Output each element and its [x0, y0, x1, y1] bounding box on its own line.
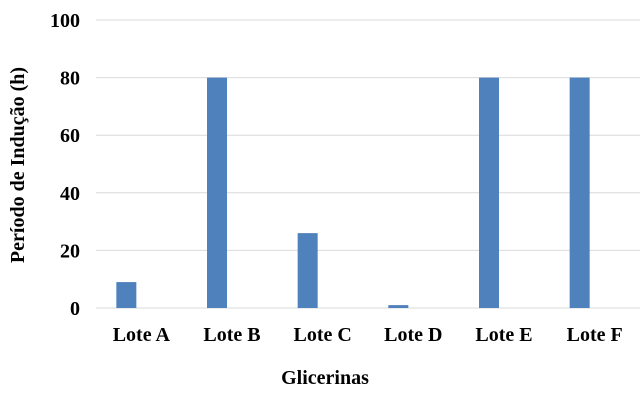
x-tick-label: Lote C	[294, 324, 352, 346]
gridlines	[96, 19, 640, 309]
y-tick-label: 40	[60, 183, 80, 205]
y-tick-label: 100	[50, 10, 80, 32]
x-tick-label: Lote B	[203, 324, 260, 346]
y-tick-label: 60	[60, 125, 80, 147]
bars	[116, 77, 590, 308]
x-tick-label: Lote E	[475, 324, 532, 346]
y-tick-label: 20	[60, 240, 80, 262]
y-axis-tick-labels: 0 20 40 60 80 100	[50, 10, 80, 320]
x-tick-label: Lote D	[384, 324, 442, 346]
bar-lote-d	[388, 305, 409, 308]
x-axis-tick-labels: Lote A Lote B Lote C Lote D Lote E Lote F	[113, 324, 623, 346]
bar-lote-c	[297, 233, 318, 308]
x-axis-title: Glicerinas	[281, 367, 369, 388]
y-tick-label: 0	[70, 298, 80, 320]
bar-lote-a	[116, 282, 137, 308]
y-axis-title: Período de Indução (h)	[7, 67, 29, 263]
bar-lote-b	[207, 77, 227, 308]
x-tick-label: Lote F	[567, 324, 623, 346]
y-tick-label: 80	[60, 68, 80, 90]
x-tick-label: Lote A	[113, 324, 171, 346]
bar-lote-f	[569, 77, 590, 308]
bar-lote-e	[479, 77, 499, 308]
